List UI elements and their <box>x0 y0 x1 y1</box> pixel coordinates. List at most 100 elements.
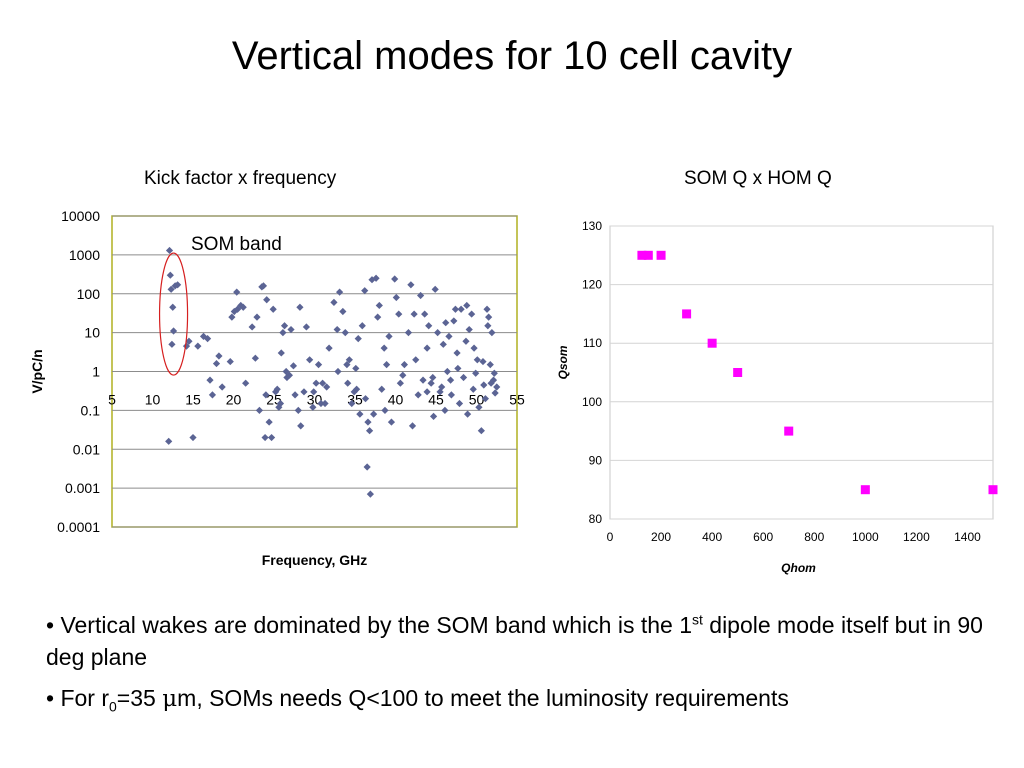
data-point <box>366 490 374 498</box>
data-point <box>212 359 221 368</box>
data-point <box>453 349 461 357</box>
data-point <box>269 305 277 313</box>
data-point <box>417 291 425 300</box>
x-tick-label: 1400 <box>954 530 981 544</box>
data-point <box>429 412 438 420</box>
data-point <box>287 325 295 334</box>
data-point <box>487 379 495 387</box>
data-point <box>353 385 361 393</box>
data-point <box>267 433 276 442</box>
data-point <box>483 305 491 313</box>
data-point <box>407 281 415 289</box>
data-point <box>279 329 287 337</box>
y-tick-label: 0.1 <box>81 402 101 418</box>
data-point <box>404 329 413 337</box>
data-point <box>203 335 212 343</box>
data-point <box>637 250 647 260</box>
y-tick-label: 80 <box>589 512 603 526</box>
data-point <box>375 301 383 310</box>
data-point <box>380 344 388 352</box>
data-point <box>282 367 290 376</box>
x-tick-label: 40 <box>388 392 404 408</box>
data-point <box>237 301 245 310</box>
y-tick-label: 0.01 <box>73 441 100 457</box>
data-point <box>656 250 666 260</box>
data-point <box>459 373 468 382</box>
data-point <box>399 371 407 379</box>
data-point <box>364 418 372 426</box>
data-point <box>194 342 202 350</box>
data-point <box>233 305 242 313</box>
data-point <box>368 276 376 284</box>
data-point <box>473 356 481 364</box>
y-axis-label: V/pC/n <box>29 349 45 393</box>
data-point <box>165 437 173 445</box>
data-point <box>251 354 259 362</box>
data-point <box>174 281 182 289</box>
data-point <box>988 485 998 495</box>
data-point <box>242 379 250 387</box>
data-point <box>434 329 442 337</box>
data-point <box>733 368 743 377</box>
data-point <box>319 379 327 387</box>
data-point <box>296 303 304 311</box>
data-point <box>199 332 208 340</box>
data-point <box>490 369 498 377</box>
som-band-ellipse <box>158 252 189 376</box>
data-point <box>469 385 477 393</box>
data-point <box>352 364 360 373</box>
data-point <box>336 288 344 296</box>
data-point <box>294 406 302 414</box>
data-point <box>408 422 417 430</box>
data-point <box>454 364 462 373</box>
data-point <box>423 344 431 352</box>
x-tick-label: 200 <box>651 530 671 544</box>
x-tick-label: 50 <box>469 392 485 408</box>
data-point <box>441 406 449 414</box>
y-tick-label: 10 <box>84 325 100 341</box>
data-point <box>465 325 473 334</box>
data-point <box>325 344 333 352</box>
y-tick-label: 1000 <box>69 247 100 263</box>
x-tick-label: 45 <box>428 392 444 408</box>
data-point <box>370 410 378 418</box>
data-point <box>421 310 429 318</box>
data-point <box>485 313 493 321</box>
data-point <box>344 379 352 387</box>
data-point <box>312 379 320 387</box>
data-point <box>317 399 325 408</box>
data-point <box>472 369 480 377</box>
data-point <box>208 391 217 399</box>
data-point <box>462 337 470 345</box>
bullet-item: • For r0=35 μm, SOMs needs Q<100 to meet… <box>46 685 789 716</box>
data-point <box>291 391 299 399</box>
data-point <box>489 376 498 384</box>
data-point <box>445 332 453 340</box>
data-point <box>273 385 281 393</box>
data-point <box>468 310 476 318</box>
data-point <box>643 250 653 260</box>
data-point <box>493 383 501 391</box>
data-point <box>321 399 329 408</box>
data-point <box>309 403 317 411</box>
data-point <box>280 322 289 330</box>
data-point <box>479 357 487 366</box>
left-chart-subtitle: Kick factor x frequency <box>144 168 337 189</box>
x-tick-label: 55 <box>509 392 525 408</box>
y-tick-label: 110 <box>583 336 602 350</box>
data-point <box>333 325 341 334</box>
data-point <box>343 361 351 369</box>
x-tick-label: 400 <box>702 530 722 544</box>
data-point <box>374 313 382 321</box>
data-point <box>423 388 431 396</box>
data-point <box>261 433 269 442</box>
data-point <box>189 433 197 442</box>
data-point <box>443 367 451 376</box>
data-point <box>400 361 409 369</box>
data-point <box>259 282 268 290</box>
data-point <box>439 340 447 348</box>
data-point <box>265 418 273 426</box>
data-point <box>387 418 396 426</box>
data-point <box>297 422 305 430</box>
data-point <box>450 317 458 325</box>
